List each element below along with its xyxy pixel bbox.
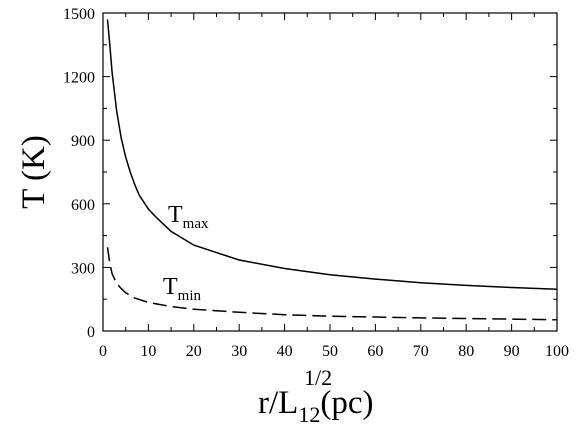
- curve-labels: Tmax Tmin: [163, 202, 209, 304]
- y-tick-label: 600: [71, 197, 95, 214]
- series-tmax: [106, 19, 558, 290]
- y-tick-label: 1500: [63, 6, 95, 23]
- series-lines: [106, 19, 558, 321]
- x-axis-title: r/L12(pc): [258, 385, 373, 427]
- x-tick-label: 50: [322, 343, 338, 360]
- y-tick-label: 1200: [63, 70, 95, 87]
- x-tick-label: 100: [545, 343, 569, 360]
- x-tick-label: 70: [413, 343, 429, 360]
- x-axis-title-sup: 1/2: [304, 365, 332, 390]
- axis-titles: T (K) r/L12(pc)1/2: [16, 135, 373, 427]
- x-tick-label: 60: [367, 343, 383, 360]
- axis-ticks: 0 10 20 30 40 50 60 70 80 90 100 0 300 600 900 1200 1500: [63, 6, 569, 360]
- label-tmax: Tmax: [168, 202, 209, 232]
- x-tick-label: 0: [99, 343, 107, 360]
- x-tick-label: 40: [277, 343, 293, 360]
- x-tick-label: 80: [458, 343, 474, 360]
- y-tick-label: 300: [71, 260, 95, 277]
- plot-frame: [102, 12, 558, 332]
- y-tick-label: 0: [87, 324, 95, 341]
- series-tmin: [106, 247, 558, 321]
- x-tick-label: 30: [231, 343, 247, 360]
- label-tmin: Tmin: [163, 274, 202, 304]
- x-tick-label: 10: [140, 343, 156, 360]
- x-tick-label: 20: [186, 343, 202, 360]
- x-tick-label: 90: [504, 343, 520, 360]
- y-tick-label: 900: [71, 133, 95, 150]
- y-axis-title: T (K): [16, 135, 52, 209]
